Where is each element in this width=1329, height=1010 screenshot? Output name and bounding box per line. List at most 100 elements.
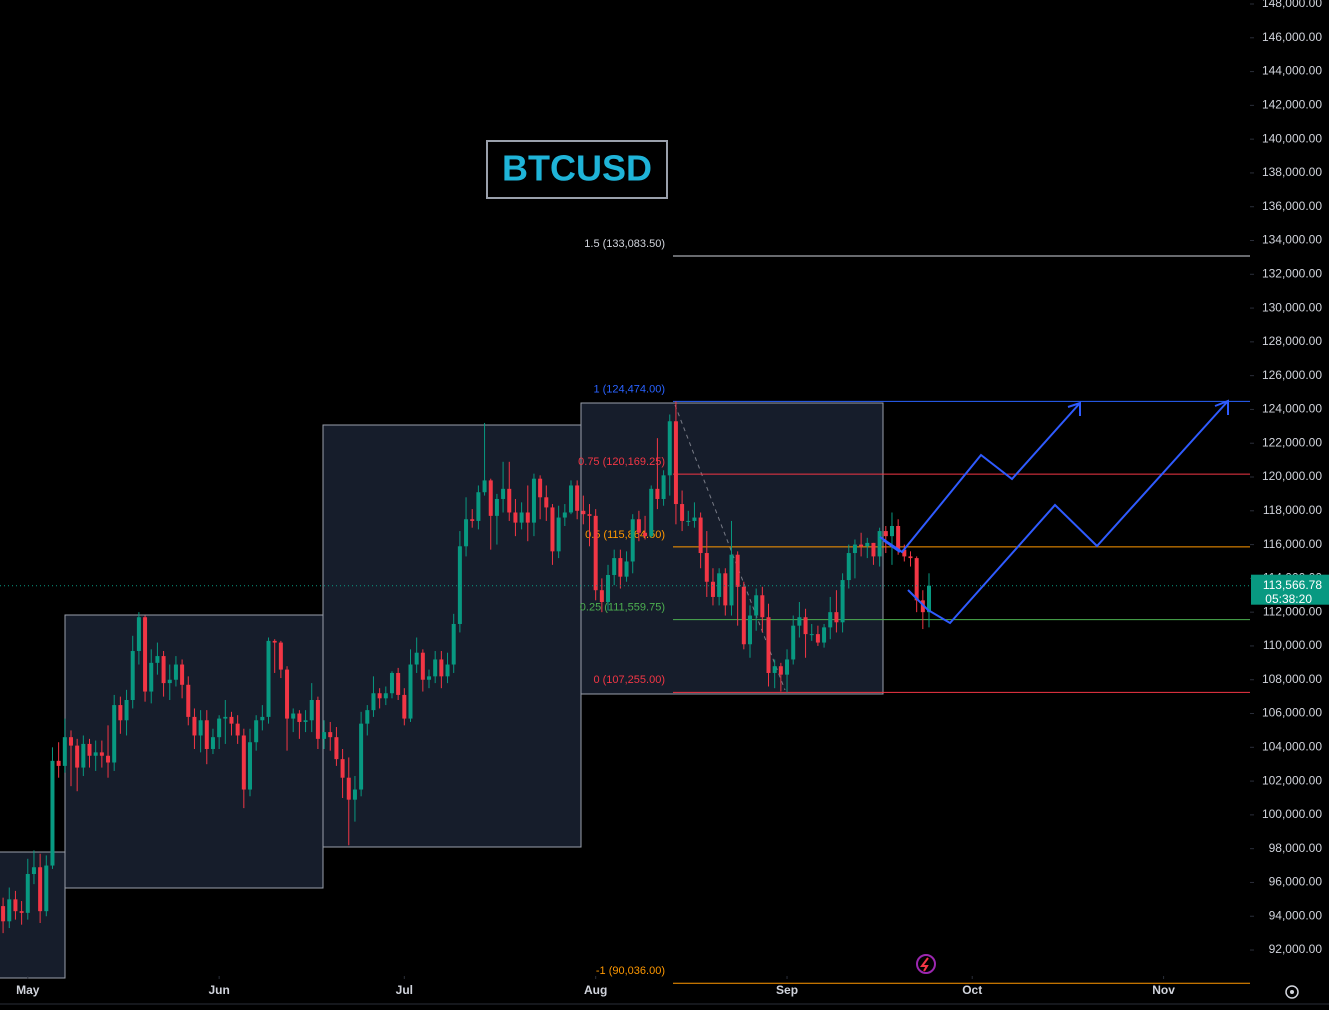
candle-body bbox=[519, 512, 524, 523]
x-tick-label: Sep bbox=[776, 983, 798, 997]
candle-body bbox=[13, 899, 18, 912]
candle-body bbox=[636, 519, 641, 533]
candle-body bbox=[198, 720, 203, 736]
candle-body bbox=[778, 666, 783, 675]
candle-body bbox=[729, 554, 734, 606]
candle-body bbox=[494, 498, 499, 516]
x-tick-label: Jun bbox=[208, 983, 229, 997]
candle-body bbox=[56, 760, 61, 766]
y-tick-label: 100,000.00 bbox=[1262, 807, 1322, 821]
candle-body bbox=[106, 755, 111, 763]
candle-body bbox=[451, 623, 456, 665]
candle-body bbox=[328, 732, 333, 738]
candle-body bbox=[748, 615, 752, 645]
candle-body bbox=[655, 488, 660, 499]
y-tick-label: 106,000.00 bbox=[1262, 706, 1322, 720]
plot: 1.5 (133,083.50) 1 (124,474.00) 0.75 (120,… bbox=[1, 238, 1250, 984]
candle-body bbox=[766, 617, 771, 673]
price-label: 113,566.78 bbox=[1263, 578, 1322, 592]
y-tick-label: 124,000.00 bbox=[1262, 402, 1322, 416]
icon bbox=[916, 954, 936, 974]
candle-body bbox=[420, 652, 425, 680]
candle-body bbox=[649, 488, 654, 537]
y-tick-label: 144,000.00 bbox=[1262, 64, 1322, 78]
candle-body bbox=[846, 553, 851, 581]
candle-body bbox=[889, 526, 894, 537]
candle-body bbox=[754, 595, 759, 616]
candle-body bbox=[371, 693, 376, 711]
candle-body bbox=[186, 684, 191, 717]
candle-body bbox=[414, 652, 419, 665]
y-tick-label: 132,000.00 bbox=[1262, 266, 1322, 280]
candle-body bbox=[834, 612, 839, 623]
candle-body bbox=[717, 573, 722, 597]
candle-body bbox=[396, 672, 401, 695]
candle-body bbox=[433, 659, 438, 677]
fib-label: 0.25 (111,559.75) bbox=[580, 601, 665, 613]
candle-body bbox=[692, 517, 697, 521]
y-tick-label: 98,000.00 bbox=[1269, 841, 1323, 855]
candle-body bbox=[630, 519, 635, 562]
y-tick-label: 102,000.00 bbox=[1262, 773, 1322, 787]
x-tick-label: Aug bbox=[584, 983, 607, 997]
candle-body bbox=[149, 662, 154, 692]
candle-body bbox=[772, 666, 777, 673]
projection-path bbox=[879, 402, 1081, 554]
candle-body bbox=[544, 497, 549, 508]
candle-body bbox=[322, 732, 327, 739]
y-tick-label: 112,000.00 bbox=[1263, 604, 1322, 618]
x-tick-label: Nov bbox=[1152, 983, 1175, 997]
lightning-icon bbox=[916, 954, 936, 974]
candle-body bbox=[896, 526, 901, 550]
candle-body bbox=[464, 519, 469, 547]
chart-title: BTCUSD bbox=[502, 148, 652, 189]
y-tick-label: 136,000.00 bbox=[1262, 199, 1322, 213]
candle-body bbox=[241, 735, 246, 790]
fib-trend-line bbox=[674, 404, 786, 691]
candle-body bbox=[217, 718, 222, 738]
candle-body bbox=[852, 544, 857, 554]
candle-body bbox=[223, 716, 228, 719]
candle-body bbox=[260, 716, 265, 721]
candle-body bbox=[673, 421, 678, 505]
candle-body bbox=[136, 617, 141, 652]
candle-body bbox=[797, 617, 802, 626]
price-tag bbox=[1251, 574, 1329, 605]
icon[interactable] bbox=[1290, 990, 1294, 994]
candle-body bbox=[525, 512, 530, 523]
candle-body bbox=[803, 617, 808, 635]
fib-label: 0.75 (120,169.25) bbox=[578, 456, 665, 468]
settings-icon[interactable] bbox=[1285, 985, 1299, 999]
candle-body bbox=[346, 777, 351, 800]
candle-body bbox=[488, 480, 493, 516]
candle-body bbox=[309, 700, 314, 721]
candle-body bbox=[680, 504, 685, 521]
candle-body bbox=[248, 742, 252, 790]
candle-body bbox=[124, 700, 129, 721]
candle-body bbox=[562, 512, 567, 518]
candle-body bbox=[266, 640, 271, 717]
candle-body bbox=[254, 720, 259, 743]
candle-body bbox=[581, 510, 586, 515]
candle-body bbox=[192, 716, 197, 736]
candle-body bbox=[865, 542, 870, 547]
candle-body bbox=[735, 554, 740, 587]
candle-body bbox=[68, 737, 73, 746]
candle-body bbox=[840, 580, 845, 623]
arrow bbox=[882, 539, 901, 553]
y-tick-label: 108,000.00 bbox=[1262, 672, 1322, 686]
candle-body bbox=[710, 581, 715, 597]
candle-body bbox=[501, 488, 506, 499]
candle-body bbox=[507, 488, 512, 513]
candle-body bbox=[587, 514, 592, 516]
y-tick-label: 142,000.00 bbox=[1262, 98, 1322, 112]
icon[interactable] bbox=[1285, 985, 1299, 999]
candle-body bbox=[25, 873, 30, 913]
candle-body bbox=[62, 737, 67, 766]
candle-body bbox=[173, 664, 178, 680]
candle-body bbox=[408, 664, 413, 719]
fib-label: 1.5 (133,083.50) bbox=[584, 238, 665, 250]
y-tick-label: 110,000.00 bbox=[1263, 638, 1322, 652]
